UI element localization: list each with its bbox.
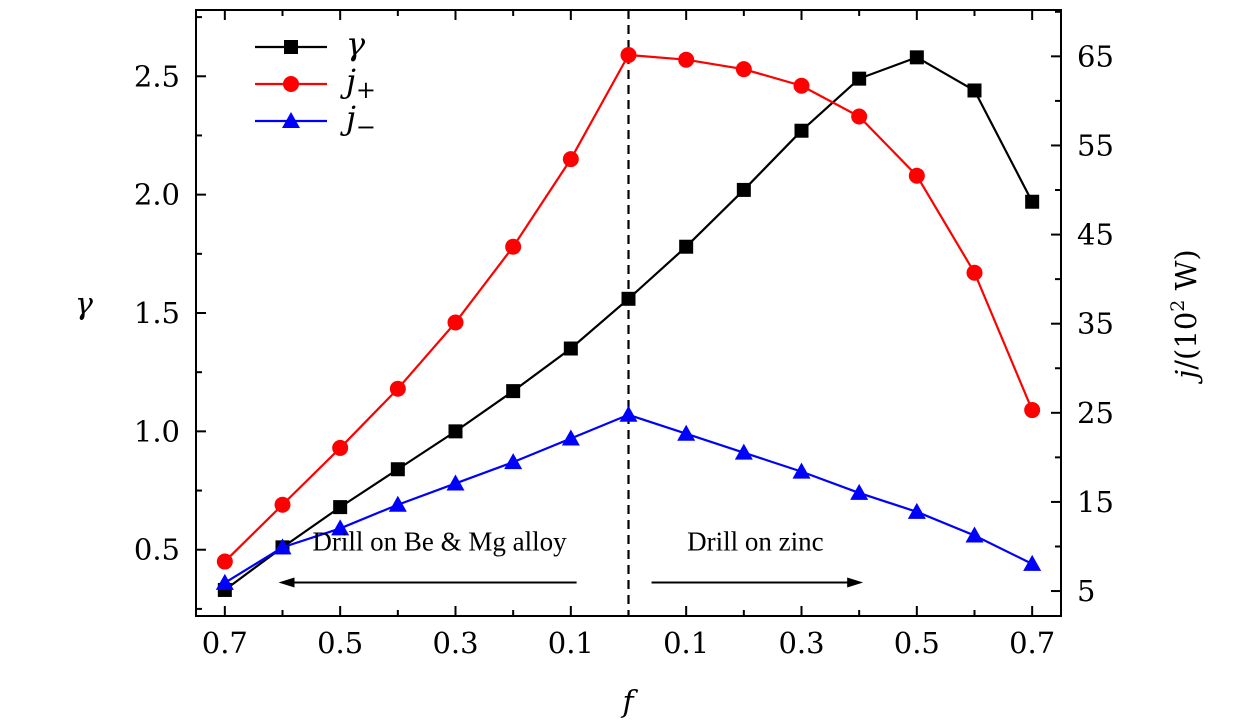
data-point [677, 424, 696, 441]
data-point [215, 573, 234, 590]
legend-marker [282, 112, 300, 128]
axis-ticks [196, 10, 1061, 616]
data-point [908, 167, 925, 184]
data-point [448, 424, 463, 439]
x-axis-title: f [620, 685, 638, 720]
data-point [735, 61, 752, 78]
legend-label-base: j [340, 62, 356, 100]
annotation-arrowhead [847, 577, 864, 588]
data-point [504, 453, 523, 470]
y-left-tick-label: 1.0 [134, 414, 180, 448]
y-right-tick-label: 65 [1077, 39, 1114, 73]
data-point [274, 496, 291, 513]
data-point [562, 151, 579, 168]
y-right-tick-label: 35 [1077, 307, 1114, 341]
data-point [794, 123, 809, 138]
annotation-label: Drill on zinc [687, 526, 823, 556]
data-point [909, 50, 924, 65]
data-point [850, 483, 869, 500]
y-left-tick-label: 0.5 [134, 533, 180, 567]
data-point [965, 526, 984, 543]
data-point [390, 462, 405, 477]
legend-marker [284, 40, 298, 54]
legend-label-base: j [340, 99, 356, 137]
y-left-tick-label: 1.5 [134, 296, 180, 330]
x-tick-label: 0.1 [548, 626, 594, 660]
legend-label: j− [340, 99, 376, 141]
data-point [619, 405, 638, 422]
y-left-tick-label: 2.0 [134, 178, 180, 212]
data-point [679, 239, 694, 254]
data-point [389, 380, 406, 397]
legend: γj+j− [255, 25, 376, 141]
data-point [621, 291, 636, 306]
series-triangle [215, 405, 1042, 590]
data-point [792, 462, 811, 479]
y-axis-title-right-var: j [1169, 370, 1203, 385]
data-point [734, 443, 753, 460]
data-point [1025, 194, 1040, 209]
data-point [216, 553, 233, 570]
series-square [217, 50, 1040, 597]
data-point [852, 71, 867, 86]
legend-label: j+ [340, 62, 376, 104]
y-axis-title-right-unit: W) [1169, 249, 1203, 299]
legend-label-base: γ [346, 25, 366, 63]
data-point [333, 500, 348, 515]
data-point [1024, 402, 1041, 419]
y-right-tick-label: 55 [1077, 128, 1114, 162]
data-point [678, 51, 695, 68]
y-right-tick-label: 5 [1077, 574, 1095, 608]
data-point [561, 429, 580, 446]
data-point [966, 264, 983, 281]
data-point [620, 46, 637, 63]
series-group [215, 46, 1042, 597]
data-point [331, 519, 350, 536]
data-point [563, 341, 578, 356]
y-axis-title-right: j/(102 W) [1167, 249, 1203, 384]
data-point [447, 314, 464, 331]
y-right-tick-label: 25 [1077, 396, 1114, 430]
x-tick-label: 0.3 [432, 626, 478, 660]
data-point [1023, 554, 1042, 571]
legend-label: γ [346, 25, 366, 63]
y-left-tick-label: 2.5 [134, 59, 180, 93]
x-tick-label: 0.1 [663, 626, 709, 660]
x-tick-label: 0.5 [317, 626, 363, 660]
data-point [273, 538, 292, 555]
data-point [388, 495, 407, 512]
annotation-label: Drill on Be & Mg alloy [312, 526, 567, 556]
data-point [736, 182, 751, 197]
data-point [851, 108, 868, 125]
y-right-tick-label: 15 [1077, 485, 1114, 519]
x-tick-label: 0.5 [894, 626, 940, 660]
series-circle [216, 46, 1041, 570]
x-tick-label: 0.7 [1009, 626, 1055, 660]
legend-label-sub: − [356, 113, 376, 141]
y-axis-title-right-sup: 2 [1167, 300, 1189, 312]
data-point [446, 474, 465, 491]
y-axis-title-left: γ [75, 287, 93, 322]
annotation-arrowhead [278, 577, 295, 588]
x-tick-label: 0.7 [202, 626, 248, 660]
y-axis-title-right-rest: /(10 [1169, 312, 1203, 370]
data-point [907, 502, 926, 519]
legend-marker [283, 76, 299, 92]
axis-tick-labels: 0.7 0.5 0.3 0.1 0.1 0.3 0.5 0.7 0.5 1.0 1.5 2.0 2.5 5… [134, 39, 1114, 660]
y-right-tick-label: 45 [1077, 218, 1114, 252]
data-point [967, 83, 982, 98]
data-point [505, 238, 522, 255]
data-point [506, 384, 521, 399]
data-point [332, 439, 349, 456]
annotations: Drill on Be & Mg alloy Drill on zinc [278, 526, 864, 588]
data-point [793, 77, 810, 94]
legend-label-sub: + [356, 76, 376, 104]
x-tick-label: 0.3 [778, 626, 824, 660]
